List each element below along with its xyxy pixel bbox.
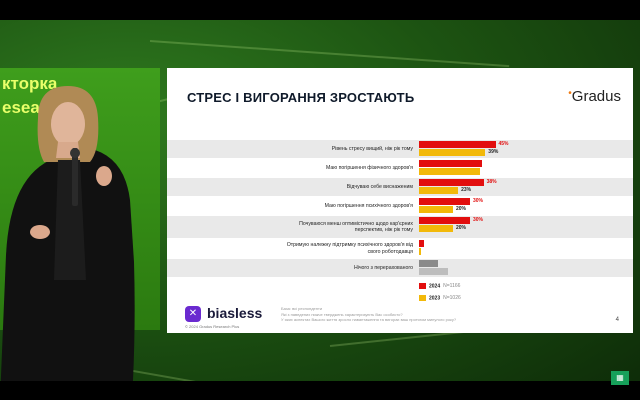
category-label: Маю погіршення фізичного здоров'я [325, 164, 413, 171]
bar-2024 [419, 160, 482, 167]
bar-2023 [419, 149, 486, 156]
slide-title: СТРЕС І ВИГОРАННЯ ЗРОСТАЮТЬ [187, 90, 415, 105]
category-label: Отримую належну підтримку психічного здо… [286, 242, 413, 255]
bar-2024 [419, 179, 484, 186]
category-label: Маю погіршення психічного здоров'я [324, 202, 413, 209]
legend-sample-2023: N=1026 [443, 295, 461, 302]
value-label-2023: 20% [456, 206, 467, 212]
bar-2024 [419, 260, 438, 267]
biasless-mark-icon: ✕ [185, 306, 201, 322]
category-label: Нічого з перерахованого [353, 264, 413, 271]
value-label-2024: 45% [498, 141, 509, 147]
bar-2024 [419, 141, 496, 148]
legend-swatch-2024 [419, 283, 426, 289]
bar-2023 [419, 187, 459, 194]
side-screen-line-2: esearc [2, 98, 56, 117]
footer-note-1: База: всі респонденти [281, 306, 323, 311]
footer-notes: База: всі респонденти Які з наведених ни… [281, 306, 581, 323]
presentation-slide: СТРЕС І ВИГОРАННЯ ЗРОСТАЮТЬ •Gradus Ріве… [167, 68, 633, 333]
legend-item-2024: 2024 N=1166 [419, 283, 460, 289]
bar-2023 [419, 225, 453, 232]
legend-sample-2024: N=1166 [443, 283, 461, 290]
bar-2024 [419, 217, 470, 224]
bar-2023 [419, 206, 453, 213]
bar-2024 [419, 198, 470, 205]
side-screen-line-1: кторка [2, 74, 58, 93]
bar-2023 [419, 248, 421, 255]
legend-item-2023: 2023 N=1026 [419, 295, 461, 301]
chart-row [167, 216, 633, 238]
category-label: Відчуваю себе виснаженим [346, 183, 413, 190]
legend-label-2023: 2023 [429, 295, 441, 302]
biasless-logo-text: biasless [207, 305, 263, 321]
gradus-logo: •Gradus [568, 88, 621, 105]
side-screen-text: кторка esearc [2, 72, 57, 120]
legend-label-2024: 2024 [429, 283, 441, 290]
side-screen: кторка esearc [0, 68, 160, 330]
letterbox-top [0, 0, 640, 20]
category-label: Почуваюся менш оптимістично щодо кар'єрн… [299, 220, 413, 234]
value-label-2023: 39% [488, 149, 499, 155]
footer-copyright: © 2024 Gradus Research Plus [185, 324, 240, 329]
footer-note-2: Які з наведених нижче тверджень характер… [281, 311, 403, 317]
gradus-logo-text: Gradus [571, 88, 621, 105]
bar-2023 [419, 268, 448, 275]
chart-row [167, 178, 633, 196]
value-label-2024: 30% [473, 198, 484, 204]
footer-note-3: У яких аспектах Вашого життя зросло нава… [281, 317, 457, 322]
logo-dot-icon: • [568, 88, 572, 99]
value-label-2023: 20% [456, 225, 467, 231]
bar-2024 [419, 240, 425, 247]
value-label-2024: 30% [473, 217, 484, 223]
value-label-2024: 38% [486, 179, 497, 185]
page-number: 4 [615, 317, 619, 323]
value-label-2023: 23% [461, 187, 472, 193]
letterbox-bottom [0, 381, 640, 400]
chart-row [167, 259, 633, 277]
category-label: Рівень стресу вищий, ніж рік тому [331, 145, 413, 152]
broadcaster-logo-icon: ▦ [611, 371, 629, 385]
chart-row [167, 140, 633, 158]
legend-swatch-2023 [419, 295, 426, 301]
bar-2023 [419, 168, 481, 175]
